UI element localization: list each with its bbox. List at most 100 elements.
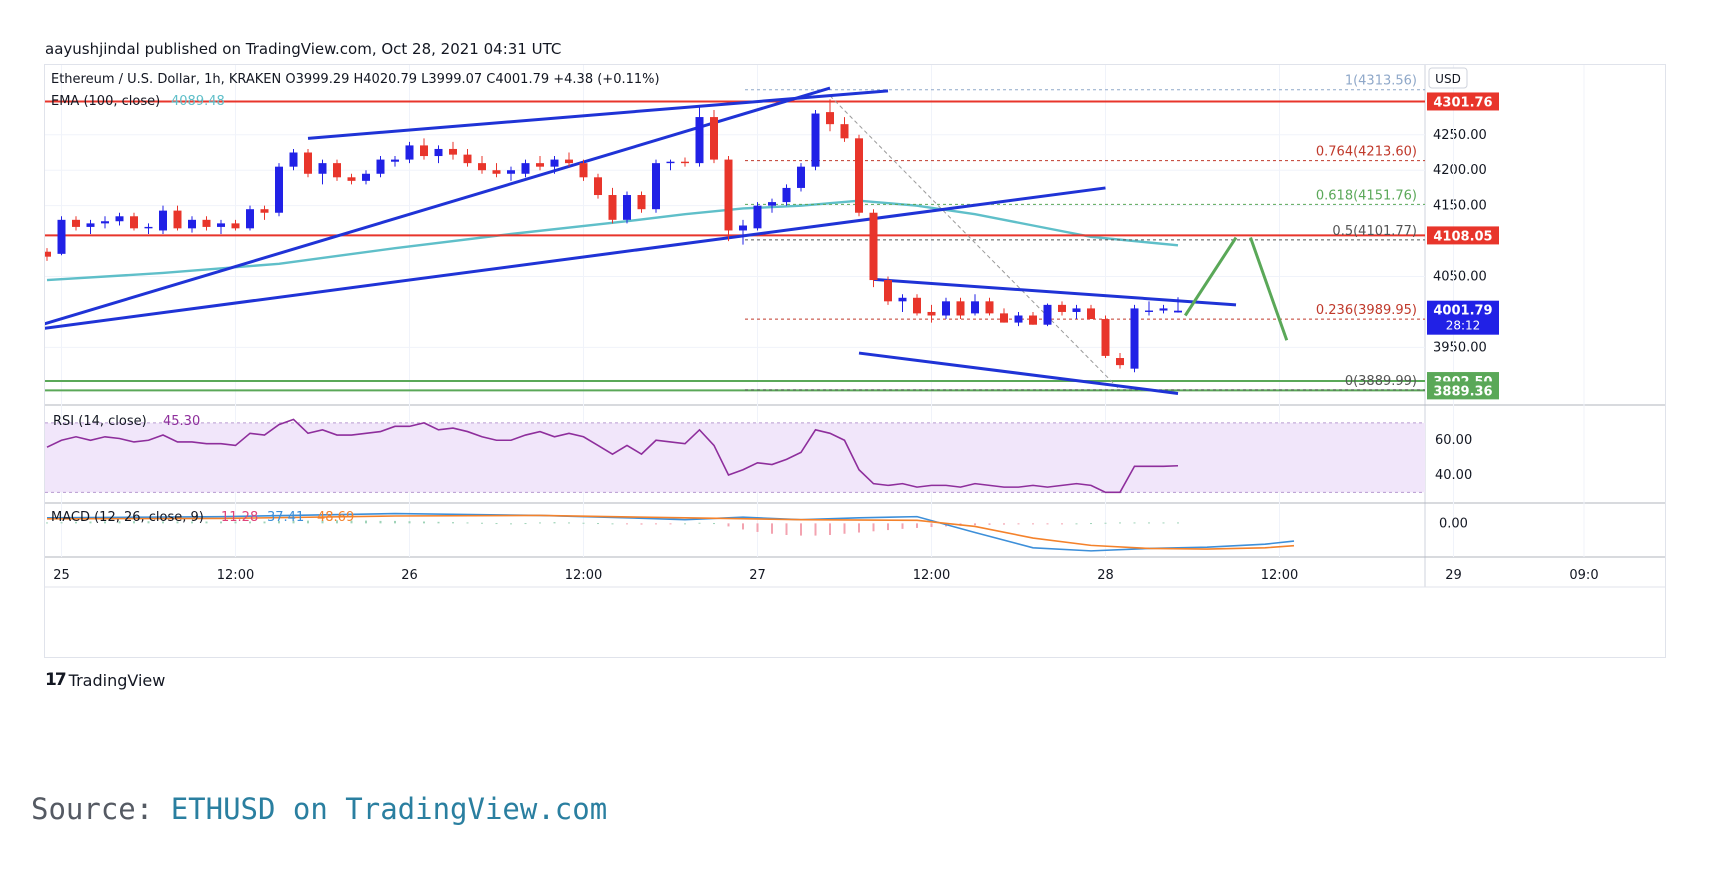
macd-histogram-bar	[1119, 522, 1121, 524]
candle-body	[246, 209, 254, 229]
candle-body	[884, 280, 892, 302]
macd-histogram-bar	[727, 523, 730, 527]
time-tick-label: 29	[1445, 568, 1462, 583]
macd-histogram-bar	[1075, 523, 1078, 525]
macd-histogram-bar	[814, 523, 817, 536]
badge-resistance-top: 4301.76	[1433, 95, 1492, 110]
price-tick-label: 4250.00	[1433, 128, 1487, 143]
macd-histogram-bar	[379, 520, 382, 524]
tradingview-logo-text: TradingView	[68, 670, 166, 690]
macd-histogram-bar	[568, 522, 570, 524]
macd-histogram-bar	[930, 523, 933, 528]
macd-histogram-bar	[1061, 523, 1063, 525]
candle-body	[260, 209, 269, 213]
candle-body	[1145, 310, 1153, 312]
macd-histogram-bar	[1046, 523, 1049, 525]
projection-down-leg	[1249, 237, 1289, 341]
candle-body	[652, 163, 660, 210]
candle-body	[753, 205, 762, 229]
macd-histogram-bar	[423, 521, 425, 524]
chart-header-symbol: Ethereum / U.S. Dollar, 1h, KRAKEN O3999…	[51, 72, 660, 87]
badge-resistance-4108: 4108.05	[1433, 229, 1492, 244]
candle-body	[333, 163, 341, 178]
rsi-line	[46, 418, 1179, 494]
rsi-band	[45, 422, 1425, 493]
candle-body	[362, 173, 370, 181]
source-link[interactable]: ETHUSD on TradingView.com	[170, 792, 608, 826]
candle-body	[376, 159, 385, 174]
macd-histogram-bar	[437, 521, 440, 524]
candle-body	[347, 177, 356, 181]
candle-body	[1014, 315, 1023, 323]
macd-tick-label: 0.00	[1439, 516, 1468, 531]
price-tick-label: 4200.00	[1433, 163, 1487, 178]
time-tick-label: 12:00	[565, 568, 602, 583]
candle-body	[434, 148, 443, 157]
candle-body	[666, 161, 675, 164]
candle-body	[927, 311, 936, 316]
macd-histogram-bar	[249, 521, 251, 524]
candle-body	[579, 163, 588, 178]
price-tick-label: 3950.00	[1433, 340, 1487, 355]
macd-histogram-bar	[1017, 523, 1020, 525]
macd-histogram-bar	[901, 523, 904, 529]
macd-histogram-bar	[771, 523, 773, 534]
macd-histogram-bar	[452, 522, 454, 524]
candle-body	[608, 195, 617, 220]
candle-body	[86, 223, 95, 227]
macd-label: MACD (12, 26, close, 9)	[51, 510, 204, 525]
candle-body	[521, 163, 530, 174]
macd-histogram-bar	[1133, 522, 1136, 524]
macd-histogram-bar	[75, 521, 77, 524]
candle-body	[144, 226, 153, 229]
candle-body	[101, 221, 109, 224]
macd-histogram-bar	[1032, 523, 1034, 525]
candle-body	[173, 210, 182, 229]
badge-support-3889-bg	[1427, 381, 1499, 400]
candle-body	[231, 223, 240, 229]
currency-box	[1428, 67, 1468, 89]
macd-histogram-bar	[698, 522, 701, 524]
candle-body	[275, 166, 283, 213]
candle-body	[739, 225, 747, 231]
chart-frame[interactable]: 4250.00 4200.00 4150.00 4050.00 3950.00 25 12:…	[44, 64, 1666, 658]
macd-histogram-bar	[220, 521, 222, 524]
macd-histogram-bar	[916, 523, 918, 528]
candle-body	[826, 112, 834, 125]
candle-body	[710, 117, 718, 160]
candle-body	[1130, 308, 1139, 369]
currency-label: USD	[1435, 72, 1461, 86]
macd-histogram-bar	[336, 520, 338, 524]
trendline-mid-trend	[45, 186, 1106, 330]
candle-body	[1101, 319, 1110, 356]
candle-body	[1174, 310, 1182, 313]
macd-histogram-bar	[713, 523, 715, 525]
candle-body	[507, 170, 515, 174]
projection-up-leg	[1183, 236, 1238, 317]
macd-histogram-bar	[46, 522, 48, 524]
chart-canvas[interactable]: 4250.00 4200.00 4150.00 4050.00 3950.00 25 12:…	[45, 65, 1665, 657]
candle-body	[695, 117, 704, 164]
candle-body	[855, 138, 863, 213]
tradingview-logo: 17 TradingView	[45, 670, 165, 690]
macd-histogram-bar	[292, 520, 295, 524]
macd-histogram-bar	[104, 521, 106, 524]
rsi-value: 45.30	[163, 414, 200, 429]
candle-body	[1072, 308, 1081, 312]
macd-histogram-bar	[510, 523, 512, 525]
candle-body	[1116, 358, 1124, 366]
trendline-flag-bottom	[858, 351, 1179, 395]
macd-histogram-bar	[1148, 522, 1150, 524]
macd-value-3: 48.69	[317, 510, 354, 525]
candle-body	[768, 202, 776, 206]
candle-body	[1000, 313, 1008, 323]
macd-histogram-bar	[350, 520, 353, 524]
candle-body	[869, 212, 878, 281]
macd-histogram-bar	[843, 523, 846, 534]
macd-histogram-bar	[1177, 522, 1179, 524]
candle-body	[797, 166, 805, 188]
candle-body	[942, 301, 950, 316]
macd-histogram-bar	[974, 523, 976, 526]
macd-histogram-bar	[191, 521, 193, 524]
macd-histogram-bar	[887, 523, 889, 531]
